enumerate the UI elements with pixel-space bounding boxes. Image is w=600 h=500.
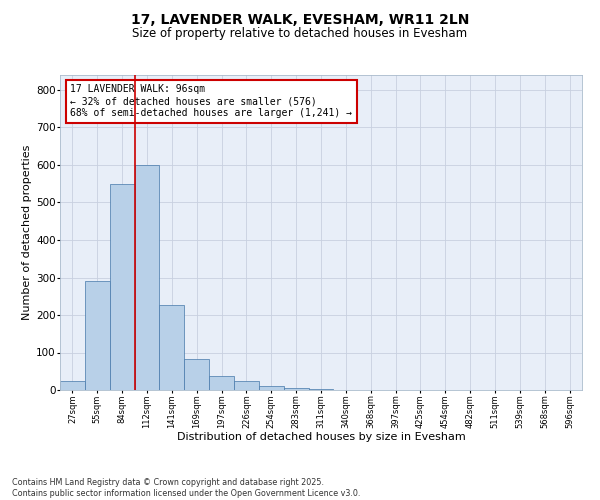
Bar <box>184 359 209 390</box>
Bar <box>60 380 85 390</box>
Bar <box>209 376 234 390</box>
Bar <box>110 184 134 390</box>
Bar <box>234 380 259 390</box>
Text: Size of property relative to detached houses in Evesham: Size of property relative to detached ho… <box>133 28 467 40</box>
Y-axis label: Number of detached properties: Number of detached properties <box>22 145 32 320</box>
Bar <box>284 388 308 390</box>
Bar <box>134 165 160 390</box>
X-axis label: Distribution of detached houses by size in Evesham: Distribution of detached houses by size … <box>176 432 466 442</box>
Text: Contains HM Land Registry data © Crown copyright and database right 2025.
Contai: Contains HM Land Registry data © Crown c… <box>12 478 361 498</box>
Bar <box>160 304 184 390</box>
Bar <box>85 281 110 390</box>
Text: 17 LAVENDER WALK: 96sqm
← 32% of detached houses are smaller (576)
68% of semi-d: 17 LAVENDER WALK: 96sqm ← 32% of detache… <box>70 84 352 117</box>
Bar <box>259 386 284 390</box>
Bar <box>308 388 334 390</box>
Text: 17, LAVENDER WALK, EVESHAM, WR11 2LN: 17, LAVENDER WALK, EVESHAM, WR11 2LN <box>131 12 469 26</box>
